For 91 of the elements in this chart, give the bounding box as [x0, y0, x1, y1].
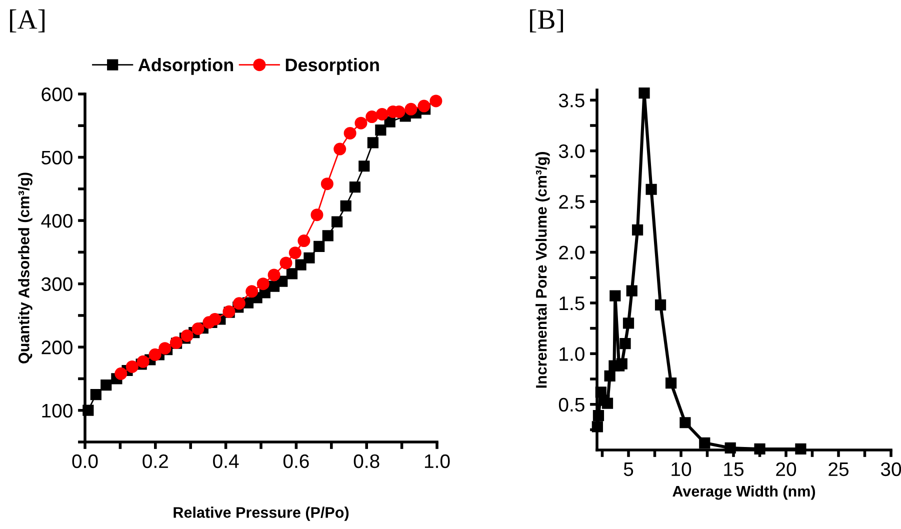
y-tick-label: 2.0: [559, 246, 584, 260]
legend-label: Adsorption: [138, 58, 234, 75]
x-tick-label: 10: [672, 462, 692, 476]
point: [375, 124, 386, 136]
x-tick-label: 25: [828, 462, 848, 476]
point: [304, 252, 315, 264]
point: [344, 126, 356, 140]
point: [418, 100, 430, 112]
point: [310, 208, 324, 222]
x-tick-label: 15: [724, 462, 744, 476]
x-tick-label: 1.0: [424, 454, 450, 468]
point: [404, 102, 418, 116]
y-tick-label: 1.5: [560, 296, 584, 310]
point: [616, 358, 628, 370]
point: [208, 313, 222, 326]
x-tick-label: 5: [624, 462, 634, 476]
text: [A]: [10, 9, 44, 32]
point: [358, 160, 370, 172]
point: [268, 268, 280, 282]
y-tick-label: 2.5: [559, 195, 584, 209]
y-tick-label: 200: [42, 340, 72, 354]
y-tick-label: 400: [41, 214, 72, 228]
text: [B]: [530, 9, 563, 32]
point: [82, 404, 94, 416]
point: [276, 276, 288, 287]
point: [646, 184, 657, 195]
point: [620, 338, 631, 350]
point: [632, 224, 644, 236]
y-tick-label: 100: [42, 404, 72, 418]
point: [795, 443, 806, 455]
x-axis-title: Average Width (nm): [672, 485, 816, 500]
point: [114, 367, 128, 380]
point: [680, 417, 691, 428]
point: [592, 410, 604, 422]
point: [320, 178, 334, 190]
x-tick-label: 0.4: [213, 454, 239, 468]
point: [158, 342, 172, 355]
point: [376, 108, 388, 120]
y-tick-label: 300: [41, 277, 72, 292]
x-tick-label: 20: [776, 462, 796, 476]
point: [665, 378, 677, 389]
point: [126, 360, 138, 373]
point: [232, 297, 246, 310]
point: [724, 442, 736, 454]
point: [246, 285, 258, 298]
point: [314, 240, 325, 252]
point: [280, 256, 292, 270]
point: [699, 437, 710, 448]
point: [288, 246, 302, 260]
point: [604, 370, 616, 382]
y-axis-title: Quantity Adsorbed (cm³/g): [18, 172, 32, 364]
point: [354, 116, 368, 130]
point: [366, 110, 378, 124]
x-axis-title: Relative Pressure (P/Po): [174, 506, 349, 521]
point: [295, 259, 306, 270]
y-tick-label: 3.5: [558, 94, 584, 108]
y-axis-title: Incremental Pore Volume (cm³/g): [536, 152, 550, 388]
point: [148, 348, 162, 361]
point: [136, 355, 150, 368]
point: [638, 87, 650, 99]
x-tick-label: 30: [880, 462, 901, 476]
point: [626, 285, 638, 296]
x-tick-label: 0.8: [354, 454, 380, 468]
point: [322, 230, 334, 242]
y-tick-label: 3.0: [558, 144, 584, 158]
y-tick-label: 0.5: [558, 398, 584, 412]
point: [180, 329, 194, 342]
point: [286, 268, 298, 280]
point: [367, 137, 378, 148]
x-tick-label: 0.2: [142, 454, 168, 468]
x-tick-label: 0.0: [72, 454, 98, 468]
point: [610, 290, 621, 302]
x-tick-label: 0.6: [283, 454, 309, 468]
point: [622, 318, 634, 329]
point: [90, 388, 102, 400]
point: [192, 322, 204, 335]
point: [654, 299, 666, 311]
point: [334, 142, 346, 156]
y-tick-label: 1.0: [560, 347, 584, 361]
y-tick-label: 600: [42, 87, 72, 102]
y-tick-label: 500: [42, 150, 72, 165]
point: [602, 398, 614, 409]
point: [256, 278, 270, 290]
point: [331, 216, 343, 228]
point: [100, 380, 112, 391]
point: [349, 181, 361, 193]
point: [298, 234, 310, 248]
point: [430, 94, 442, 108]
legend-label: Desorption: [286, 58, 379, 75]
point: [754, 443, 766, 455]
point: [340, 200, 352, 212]
